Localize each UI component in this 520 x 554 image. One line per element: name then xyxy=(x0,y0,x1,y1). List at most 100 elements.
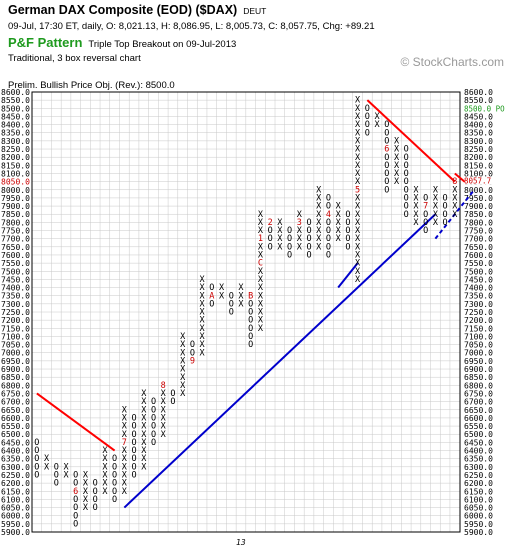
x-mark: X xyxy=(374,112,380,122)
y-tick-label-left: 7600.0 xyxy=(1,251,30,260)
x-mark: X xyxy=(355,177,361,187)
y-tick-label-right: 8350.0 xyxy=(464,129,493,138)
x-mark: X xyxy=(102,487,108,497)
y-tick-label-right: 7450.0 xyxy=(464,275,493,284)
y-tick-label-left: 6100.0 xyxy=(1,495,30,504)
trend-line xyxy=(36,392,116,452)
y-tick-label-left: 8350.0 xyxy=(1,129,30,138)
month-label: B xyxy=(248,291,253,301)
o-mark: O xyxy=(34,438,39,448)
x-mark: X xyxy=(355,161,361,171)
o-mark: O xyxy=(54,471,59,481)
right-axis-callout: 8500.0 PO xyxy=(464,104,505,113)
x-mark: X xyxy=(355,104,361,114)
x-mark: X xyxy=(200,340,206,350)
x-mark: X xyxy=(83,503,89,513)
o-mark: O xyxy=(384,153,389,163)
x-mark: X xyxy=(122,414,128,424)
x-mark: X xyxy=(258,299,264,309)
o-mark: O xyxy=(345,226,350,236)
o-mark: O xyxy=(112,479,117,489)
x-mark: X xyxy=(355,153,361,163)
y-tick-label-left: 8200.0 xyxy=(1,153,30,162)
y-tick-label-right: 8100.0 xyxy=(464,169,493,178)
x-mark: X xyxy=(336,234,342,244)
o-mark: O xyxy=(404,210,409,220)
month-label: A xyxy=(209,291,214,301)
o-mark: O xyxy=(190,340,195,350)
x-mark: X xyxy=(433,202,439,212)
o-mark: O xyxy=(345,234,350,244)
o-mark: O xyxy=(423,194,428,204)
o-mark: O xyxy=(384,185,389,195)
o-mark: O xyxy=(423,218,428,228)
y-tick-label-left: 6900.0 xyxy=(1,365,30,374)
x-mark: X xyxy=(336,226,342,236)
trend-line xyxy=(366,99,456,183)
o-mark: O xyxy=(287,226,292,236)
o-mark: O xyxy=(151,438,156,448)
x-mark: X xyxy=(258,283,264,293)
x-mark: X xyxy=(141,414,147,424)
signal-text: Triple Top Breakout on 09-Jul-2013 xyxy=(88,39,237,50)
x-mark: X xyxy=(180,332,186,342)
y-tick-label-right: 6150.0 xyxy=(464,487,493,496)
o-mark: O xyxy=(131,462,136,472)
x-mark: X xyxy=(394,145,400,155)
o-mark: O xyxy=(112,495,117,505)
o-mark: O xyxy=(384,161,389,171)
x-mark: X xyxy=(413,194,419,204)
o-mark: O xyxy=(248,316,253,326)
y-tick-label-right: 7400.0 xyxy=(464,284,493,293)
month-label: 4 xyxy=(326,210,331,220)
o-mark: O xyxy=(404,161,409,171)
o-mark: O xyxy=(93,503,98,513)
x-mark: X xyxy=(355,210,361,220)
y-tick-label-left: 6950.0 xyxy=(1,357,30,366)
x-mark: X xyxy=(83,495,89,505)
y-tick-label-right: 6550.0 xyxy=(464,422,493,431)
o-mark: O xyxy=(345,218,350,228)
y-tick-label-right: 7500.0 xyxy=(464,267,493,276)
x-mark: X xyxy=(122,454,128,464)
month-label: C xyxy=(258,259,263,269)
y-tick-label-right: 6300.0 xyxy=(464,463,493,472)
y-tick-label-left: 8250.0 xyxy=(1,145,30,154)
x-mark: X xyxy=(355,275,361,285)
x-mark: X xyxy=(258,267,264,277)
x-mark: X xyxy=(63,471,69,481)
o-mark: O xyxy=(287,251,292,261)
y-tick-label-left: 7100.0 xyxy=(1,332,30,341)
o-mark: O xyxy=(268,226,273,236)
x-mark: X xyxy=(258,275,264,285)
chart-title: German DAX Composite (EOD) ($DAX) DEUT xyxy=(8,3,267,17)
pattern-row: P&F Pattern Triple Top Breakout on 09-Jul… xyxy=(8,34,236,52)
o-mark: O xyxy=(423,226,428,236)
x-mark: X xyxy=(355,234,361,244)
x-mark: X xyxy=(180,365,186,375)
o-mark: O xyxy=(326,234,331,244)
x-mark: X xyxy=(122,405,128,415)
o-mark: O xyxy=(365,112,370,122)
x-mark: X xyxy=(141,438,147,448)
y-tick-label-right: 7100.0 xyxy=(464,332,493,341)
x-mark: X xyxy=(258,242,264,252)
month-label: 6 xyxy=(384,145,389,155)
x-mark: X xyxy=(122,487,128,497)
y-tick-label-right: 6950.0 xyxy=(464,357,493,366)
x-mark: X xyxy=(122,446,128,456)
x-mark: X xyxy=(102,446,108,456)
x-mark: X xyxy=(161,414,167,424)
x-mark: X xyxy=(316,242,322,252)
x-mark: X xyxy=(200,291,206,301)
o-mark: O xyxy=(384,136,389,146)
o-mark: O xyxy=(443,194,448,204)
x-mark: X xyxy=(355,202,361,212)
y-tick-label-right: 7650.0 xyxy=(464,243,493,252)
y-tick-label-right: 8300.0 xyxy=(464,137,493,146)
x-mark: X xyxy=(297,210,303,220)
o-mark: O xyxy=(404,202,409,212)
y-tick-label-left: 7300.0 xyxy=(1,300,30,309)
y-tick-label-right: 7050.0 xyxy=(464,341,493,350)
o-mark: O xyxy=(268,242,273,252)
